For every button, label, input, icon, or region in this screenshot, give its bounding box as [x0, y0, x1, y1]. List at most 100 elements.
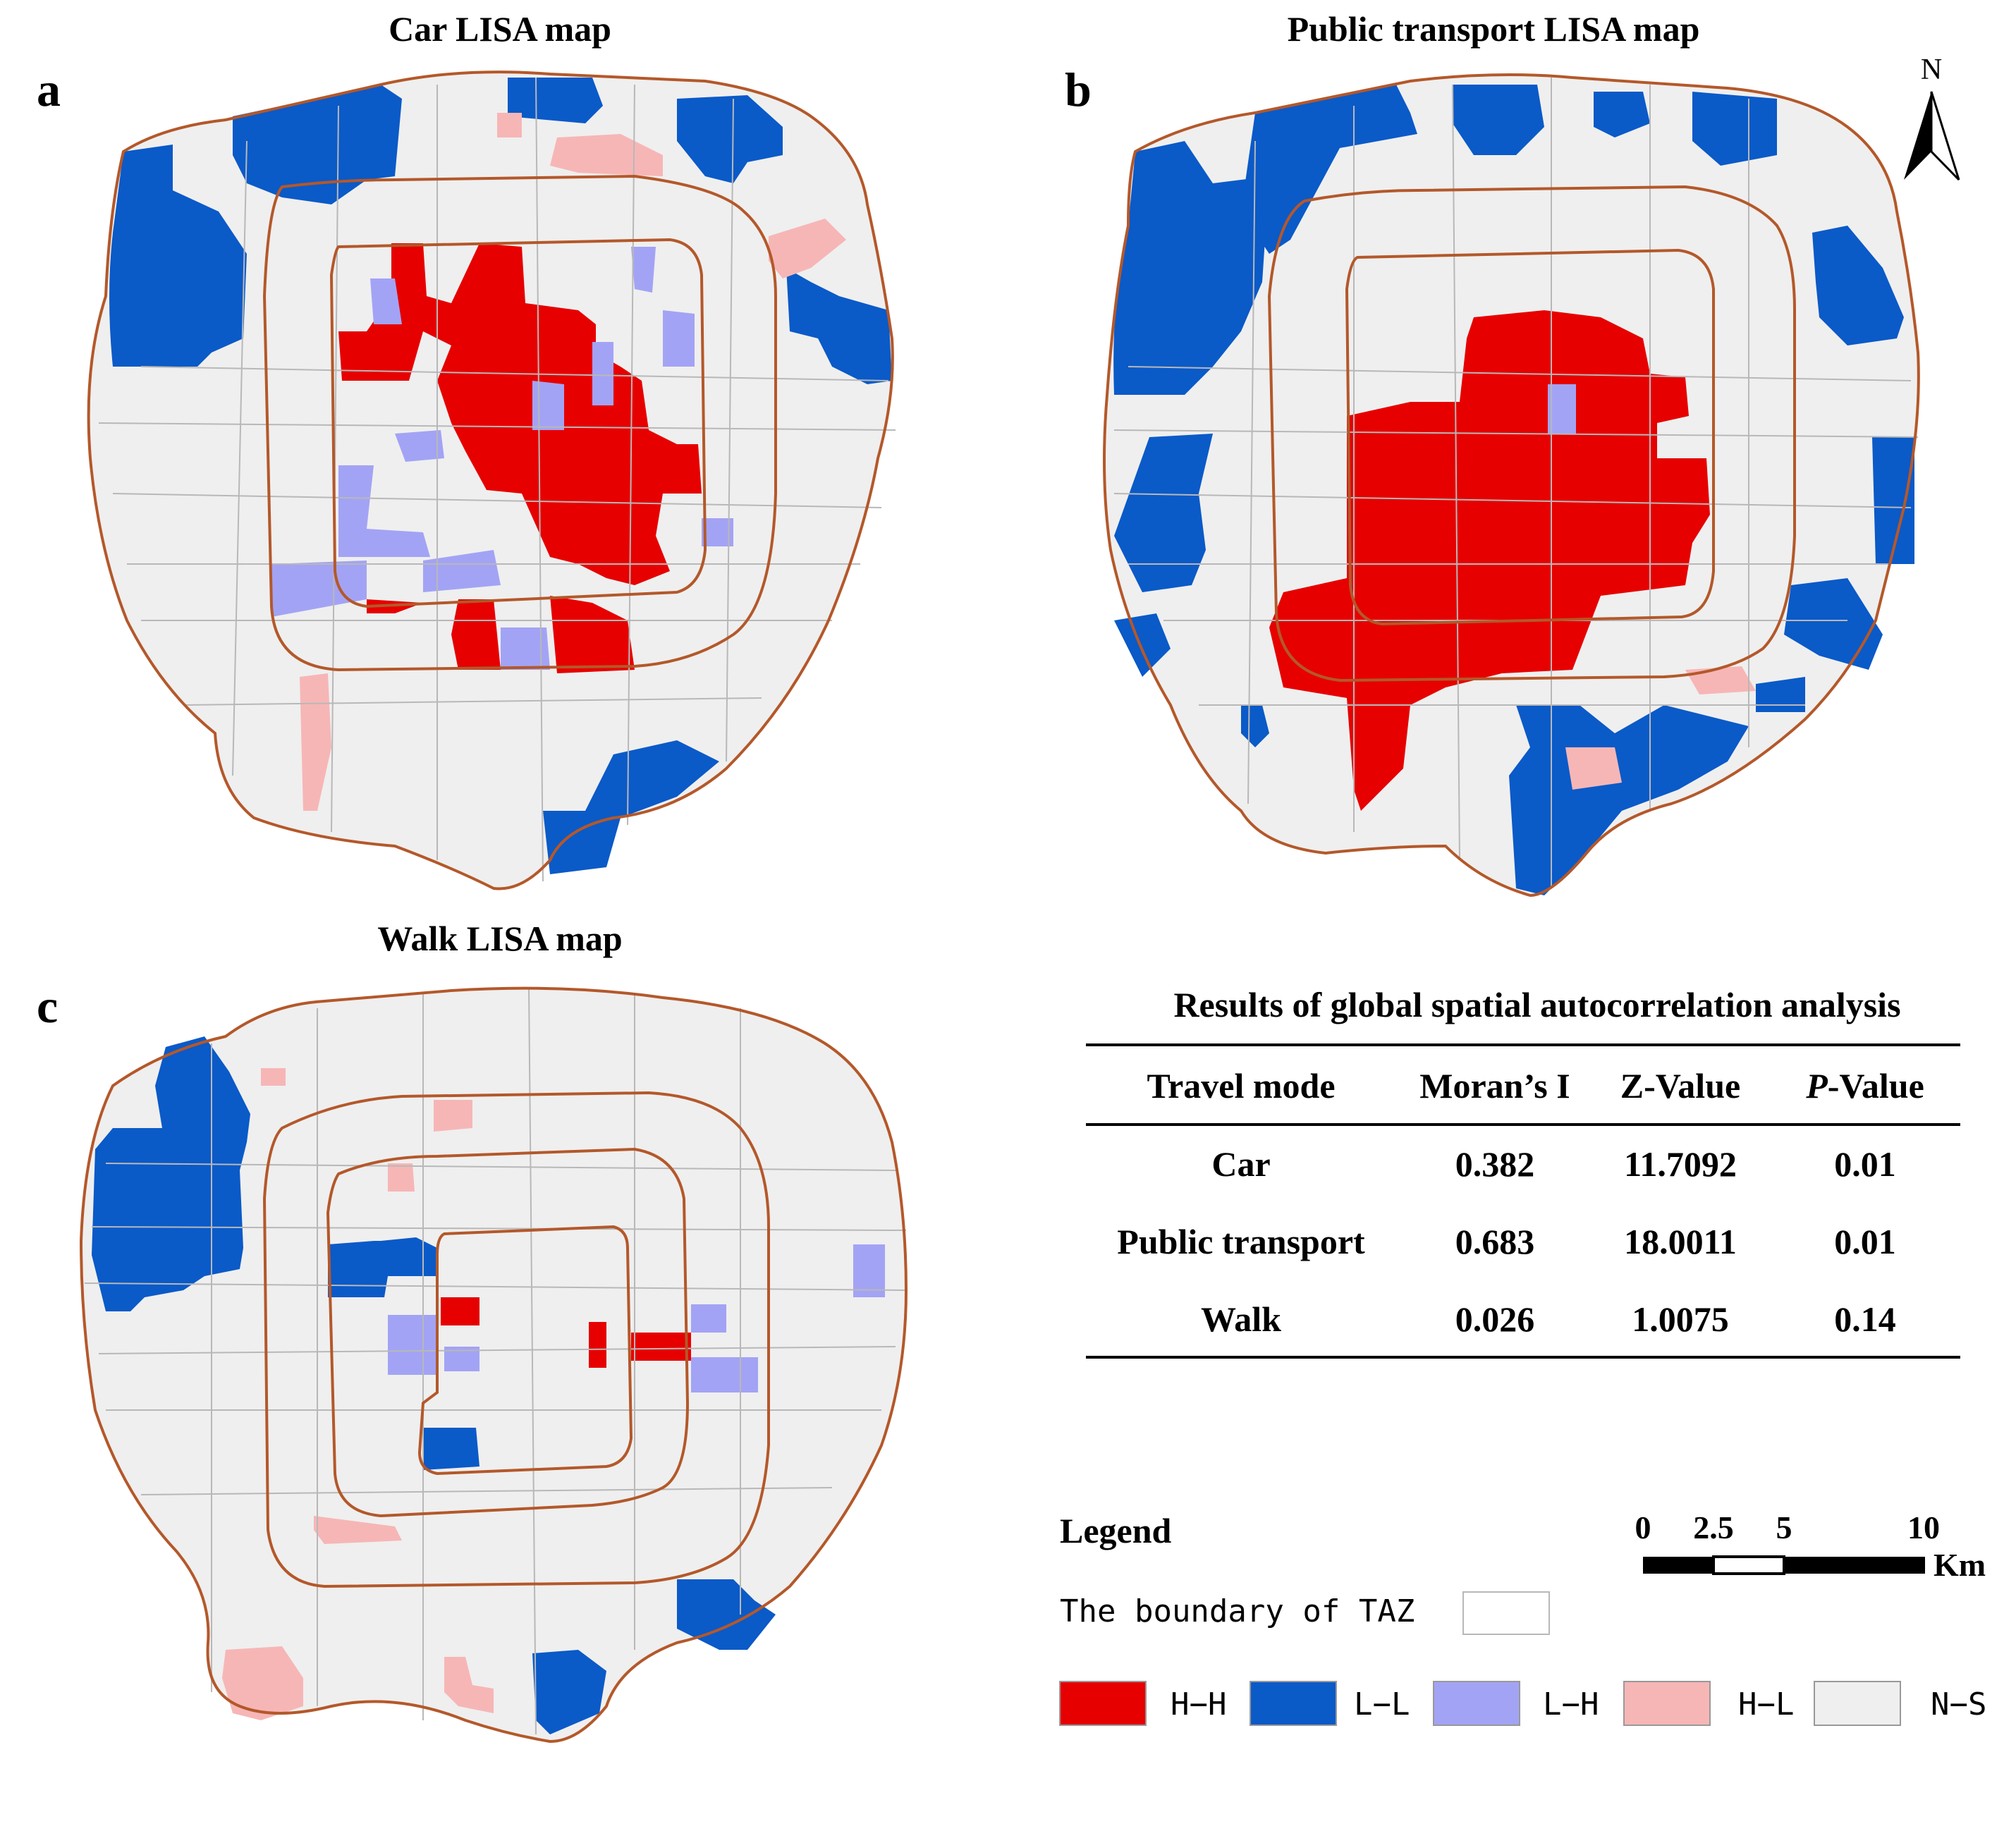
map-b-letter: b — [1065, 63, 1092, 116]
scale-unit: Km — [1933, 1547, 1986, 1583]
map-b-hl-2 — [1565, 747, 1622, 790]
legend-swatch-lh — [1433, 1681, 1520, 1726]
legend-boundary-swatch — [1462, 1591, 1550, 1635]
north-arrow-icon: N — [1904, 54, 1960, 181]
map-c-panel: Walk LISA map c — [37, 919, 908, 1744]
map-a-lh-2 — [631, 247, 656, 293]
map-b-lh-1 — [1548, 384, 1576, 434]
map-b-ll-east2 — [1872, 437, 1914, 564]
table-cell: 1.0075 — [1632, 1299, 1729, 1339]
map-a-title: Car LISA map — [389, 9, 611, 49]
map-c-hh-3 — [631, 1333, 691, 1361]
map-a-hh-core — [338, 243, 702, 585]
map-a-lh-4 — [532, 381, 564, 430]
map-a-ll-north1 — [233, 85, 402, 204]
map-a-hl-north-small — [497, 113, 522, 137]
map-a-body — [87, 71, 896, 890]
map-c-lh-4 — [691, 1357, 758, 1392]
map-c-hl-3 — [388, 1163, 415, 1192]
legend-title: Legend — [1060, 1511, 1172, 1550]
table-cell: 0.14 — [1834, 1299, 1896, 1339]
map-c-lh-2 — [444, 1347, 479, 1371]
map-a-fourth-ring — [87, 71, 894, 890]
scale-segment-1 — [1643, 1557, 1713, 1574]
map-c-title: Walk LISA map — [377, 919, 622, 958]
map-a-hh-south1 — [451, 599, 501, 670]
map-b-fourth-ring — [1103, 73, 1920, 898]
scale-bar: 0 2.5 5 10 Km — [1635, 1509, 1986, 1583]
map-b-ll-south1 — [1241, 705, 1269, 747]
map-b-body — [1103, 73, 1920, 898]
map-c-letter: c — [37, 979, 58, 1033]
map-c-hl-6 — [444, 1657, 494, 1713]
map-b-ll-east — [1812, 226, 1904, 345]
map-b-ll-westsouth — [1114, 613, 1171, 677]
legend-item-ns: N−S — [1814, 1681, 1986, 1726]
scale-tick-0: 0 — [1635, 1509, 1651, 1545]
table-cell: Public transport — [1117, 1222, 1365, 1261]
map-c-hl-5 — [222, 1646, 303, 1720]
results-table: Results of global spatial autocorrelatio… — [1086, 985, 1960, 1359]
map-b-hh-core — [1269, 310, 1710, 811]
table-row: Car 0.382 11.7092 0.01 — [1211, 1144, 1895, 1184]
map-c-lh-5 — [853, 1244, 885, 1297]
table-header-row: Travel mode Moran’s I Z-Value P-Value — [1147, 1066, 1924, 1106]
legend-label-ll: L−L — [1354, 1686, 1410, 1722]
map-a-lh-5 — [592, 342, 613, 405]
map-b-title: Public transport LISA map — [1288, 9, 1700, 49]
scale-segment-2 — [1712, 1555, 1785, 1575]
table-row: Public transport 0.683 18.0011 0.01 — [1117, 1222, 1895, 1261]
table-header-travel-mode: Travel mode — [1147, 1066, 1335, 1106]
north-arrow-label: N — [1921, 54, 1942, 86]
legend-label-hh: H−H — [1171, 1686, 1226, 1722]
table-header-z-value: Z-Value — [1620, 1066, 1740, 1106]
scale-segment-3 — [1784, 1557, 1925, 1574]
map-a-lh-6 — [395, 430, 444, 462]
map-c-third-ring — [262, 1091, 770, 1588]
map-a-second-ring — [329, 238, 707, 608]
table-cell: Car — [1211, 1144, 1270, 1184]
map-a-lh-11 — [501, 627, 550, 670]
legend-label-lh: L−H — [1543, 1686, 1599, 1722]
map-a-lh-1 — [370, 278, 402, 324]
table-row: Walk 0.026 1.0075 0.14 — [1201, 1299, 1896, 1339]
map-c-hl-2 — [434, 1100, 472, 1132]
scale-tick-5: 5 — [1776, 1509, 1792, 1545]
map-b-ll-south — [1509, 705, 1749, 895]
legend-item-lh: L−H — [1433, 1681, 1599, 1726]
legend-swatch-hh — [1059, 1681, 1147, 1726]
map-a-lh-7 — [338, 465, 430, 557]
legend-swatch-hl — [1623, 1681, 1711, 1726]
map-a-ll-east — [786, 268, 892, 384]
map-b-ll-southeast2 — [1756, 677, 1805, 712]
map-b-ll-westmid — [1114, 434, 1213, 592]
map-b-ll-north — [1241, 85, 1417, 254]
p-rest: -Value — [1828, 1066, 1924, 1106]
map-b-second-ring — [1345, 248, 1715, 626]
map-a-lh-3 — [663, 310, 695, 367]
map-c-ll-mid — [328, 1237, 437, 1297]
legend-label-ns: N−S — [1931, 1686, 1986, 1722]
table-cell: 0.026 — [1455, 1299, 1535, 1339]
legend-item-hh: H−H — [1059, 1681, 1226, 1726]
map-b-third-ring — [1267, 185, 1796, 682]
map-a-hh-south2 — [550, 596, 635, 673]
table-cell: 0.382 — [1455, 1144, 1535, 1184]
map-c-body — [79, 986, 908, 1744]
table-cell: 11.7092 — [1624, 1144, 1737, 1184]
map-c-second-ring — [326, 1147, 690, 1518]
map-a-ll-west — [109, 145, 247, 367]
map-b-ll-southeast — [1784, 578, 1883, 670]
map-c-outer-area — [81, 988, 906, 1741]
map-a-letter: a — [37, 63, 61, 116]
scale-tick-2-5: 2.5 — [1693, 1509, 1734, 1545]
legend-label-hl: H−L — [1738, 1686, 1794, 1722]
map-c-hl-1 — [261, 1068, 286, 1086]
p-italic: P — [1805, 1066, 1828, 1106]
table-cell: 0.01 — [1834, 1222, 1896, 1261]
legend-item-ll: L−L — [1250, 1681, 1410, 1726]
table-cell: 0.01 — [1834, 1144, 1896, 1184]
map-c-taz-grid — [84, 986, 907, 1735]
map-a-ll-north2 — [508, 78, 603, 123]
map-a-ll-south — [543, 740, 719, 874]
